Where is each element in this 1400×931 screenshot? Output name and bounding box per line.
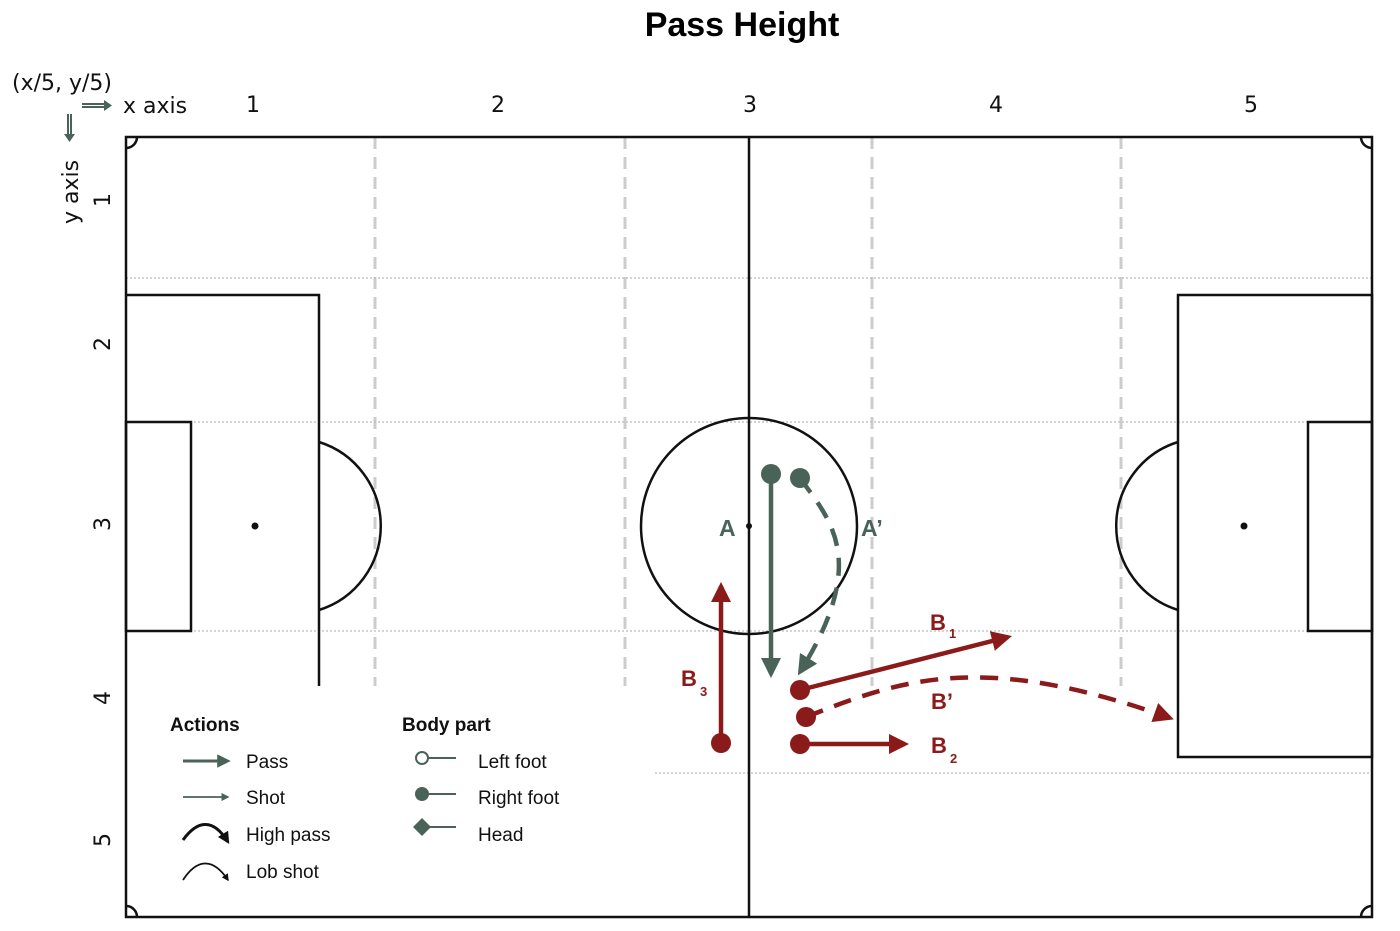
high-pass-b-prime-origin xyxy=(796,707,816,727)
left-foot-legend-icon xyxy=(415,751,456,765)
y-tick-5: 5 xyxy=(91,833,116,847)
x-tick-3: 3 xyxy=(743,93,757,118)
legend-body-head: Head xyxy=(478,825,523,846)
head-legend-icon xyxy=(413,818,456,836)
x-tick-1: 1 xyxy=(246,93,260,118)
pass-b3-origin xyxy=(711,733,731,753)
right-penalty-spot xyxy=(1240,522,1248,530)
legend: Actions Pass Shot High pass Lob shot Bod… xyxy=(170,715,560,883)
legend-body-right-foot: Right foot xyxy=(478,788,560,809)
label-b3-sub: 3 xyxy=(700,684,707,699)
legend-action-pass: Pass xyxy=(246,752,288,773)
coord-note: (x/5, y/5) xyxy=(12,71,112,96)
y-tick-3: 3 xyxy=(91,517,116,531)
high-pass-legend-icon xyxy=(181,823,230,845)
center-spot xyxy=(746,523,752,529)
legend-action-high-pass: High pass xyxy=(246,825,331,846)
grid-lines xyxy=(373,137,1123,686)
legend-action-shot: Shot xyxy=(246,788,286,809)
pitch xyxy=(124,135,1374,919)
pass-a-origin xyxy=(761,464,781,484)
x-axis-arrow-icon xyxy=(82,100,112,111)
label-b3: B xyxy=(681,666,697,691)
y-tick-2: 2 xyxy=(91,337,116,351)
grid-rows xyxy=(126,277,1372,774)
label-b1-sub: 1 xyxy=(949,626,956,641)
x-tick-4: 4 xyxy=(989,93,1003,118)
label-b-prime: B’ xyxy=(931,689,953,714)
legend-action-lob-shot: Lob shot xyxy=(246,862,320,883)
high-pass-a-prime-origin xyxy=(790,468,810,488)
left-penalty-spot xyxy=(251,522,259,530)
x-tick-2: 2 xyxy=(491,93,505,118)
legend-actions-title: Actions xyxy=(170,715,240,736)
y-axis-arrow-icon xyxy=(64,114,75,142)
pass-b2-origin xyxy=(790,734,810,754)
lob-shot-legend-icon xyxy=(182,862,229,882)
label-b2-sub: 2 xyxy=(950,751,957,766)
x-axis-label: x axis xyxy=(123,94,187,119)
y-tick-4: 4 xyxy=(91,691,116,705)
pass-b1-origin xyxy=(790,680,810,700)
right-foot-legend-icon xyxy=(415,787,456,801)
label-b1: B xyxy=(930,610,946,635)
label-a: A xyxy=(719,515,736,541)
legend-body-left-foot: Left foot xyxy=(478,752,547,773)
pass-b1-arrow xyxy=(799,631,1012,693)
label-b2: B xyxy=(931,733,947,758)
high-pass-a-prime-arrow xyxy=(797,476,842,676)
label-a-prime: A’ xyxy=(861,515,883,541)
y-axis-label: y axis xyxy=(59,160,84,224)
chart-title: Pass Height xyxy=(645,6,840,44)
high-pass-b-prime-arrow xyxy=(805,675,1174,723)
x-tick-5: 5 xyxy=(1244,93,1258,118)
y-tick-1: 1 xyxy=(91,193,116,207)
legend-body-title: Body part xyxy=(402,715,491,736)
